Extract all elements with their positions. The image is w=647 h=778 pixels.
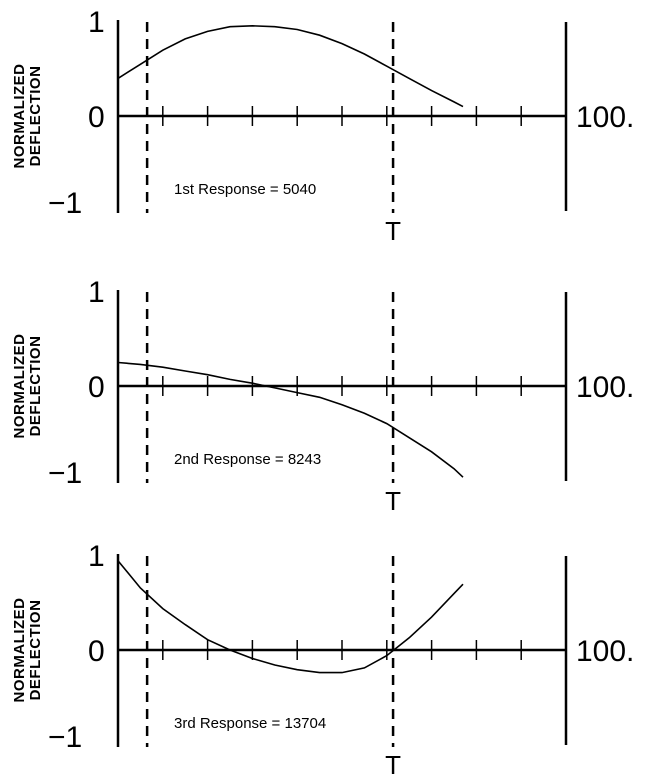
y-tick-label: 1 bbox=[88, 6, 105, 39]
x-max-label: 100. bbox=[576, 635, 634, 668]
y-axis-label-line: DEFLECTION bbox=[27, 336, 44, 437]
x-max-label: 100. bbox=[576, 101, 634, 134]
y-axis-label-line: NORMALIZED bbox=[11, 598, 28, 703]
marker-T-label: T bbox=[385, 216, 401, 246]
y-axis-label: NORMALIZEDDEFLECTION bbox=[11, 334, 44, 439]
y-tick-label: −1 bbox=[48, 457, 82, 490]
response-annotation: 1st Response = 5040 bbox=[174, 181, 316, 198]
y-tick-label: −1 bbox=[48, 187, 82, 220]
y-tick-label: 0 bbox=[88, 635, 105, 668]
y-axis-label-line: DEFLECTION bbox=[27, 600, 44, 701]
y-axis-label: NORMALIZEDDEFLECTION bbox=[11, 598, 44, 703]
response-curve bbox=[117, 560, 464, 674]
marker-T-label: T bbox=[385, 486, 401, 516]
y-tick-label: 0 bbox=[88, 371, 105, 404]
y-axis-label-line: NORMALIZED bbox=[11, 64, 28, 169]
y-axis-label: NORMALIZEDDEFLECTION bbox=[11, 64, 44, 169]
y-axis-label-line: DEFLECTION bbox=[27, 66, 44, 167]
marker-T-label: T bbox=[385, 750, 401, 778]
x-max-label: 100. bbox=[576, 371, 634, 404]
response-annotation: 3rd Response = 13704 bbox=[174, 715, 326, 732]
y-axis-label-line: NORMALIZED bbox=[11, 334, 28, 439]
y-tick-label: 0 bbox=[88, 101, 105, 134]
response-curve bbox=[117, 361, 464, 478]
y-tick-label: 1 bbox=[88, 276, 105, 309]
response-curve bbox=[117, 24, 464, 108]
y-tick-label: −1 bbox=[48, 721, 82, 754]
y-tick-label: 1 bbox=[88, 540, 105, 573]
response-annotation: 2nd Response = 8243 bbox=[174, 451, 321, 468]
